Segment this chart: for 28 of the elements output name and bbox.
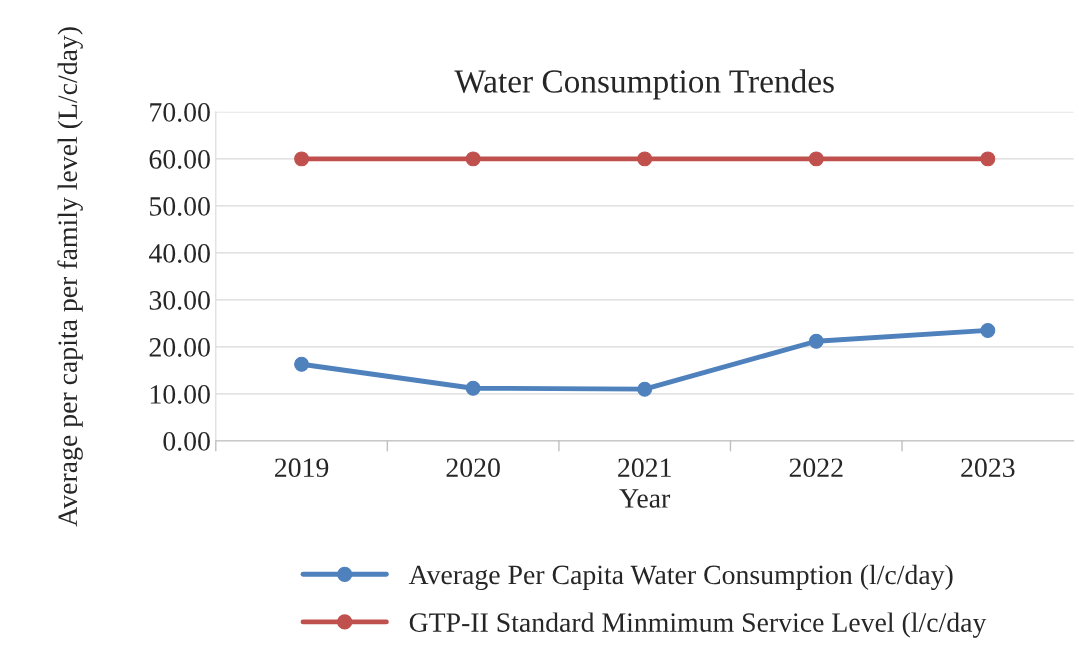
y-tick-label: 50.00 xyxy=(150,197,210,216)
legend-label: Average Per Capita Water Consumption (l/c/day) xyxy=(408,564,953,590)
x-axis-title: Year xyxy=(619,489,671,508)
x-tick-label: 2022 xyxy=(789,458,843,478)
y-tick-label: 60.00 xyxy=(149,150,210,169)
point xyxy=(294,151,310,167)
point xyxy=(980,322,996,338)
point xyxy=(465,380,481,396)
point xyxy=(808,333,824,349)
legend-label: GTP-II Standard Minmimum Service Level (l/c/day xyxy=(409,612,987,638)
x-tick-label: 2020 xyxy=(446,458,500,478)
point xyxy=(637,151,653,167)
y-tick-label: 20.00 xyxy=(149,338,210,357)
y-tick-label: 40.00 xyxy=(148,244,210,263)
chart-title: Water Consumption Trendes xyxy=(454,69,834,100)
point xyxy=(465,151,481,167)
x-tick-label: 2023 xyxy=(961,458,1015,478)
point xyxy=(637,381,653,397)
y-tick-label: 70.00 xyxy=(150,103,210,122)
x-tick-label: 2019 xyxy=(275,458,329,478)
y-tick-label: 10.00 xyxy=(150,385,210,404)
x-tick-label: 2021 xyxy=(618,458,671,478)
y-tick-label: 30.00 xyxy=(149,291,210,310)
y-axis-title: Average per capita per family level (L/c/day) xyxy=(57,27,83,527)
point xyxy=(808,151,824,167)
y-tick-label: 0.00 xyxy=(163,432,210,451)
point xyxy=(294,356,310,372)
point xyxy=(980,151,996,167)
